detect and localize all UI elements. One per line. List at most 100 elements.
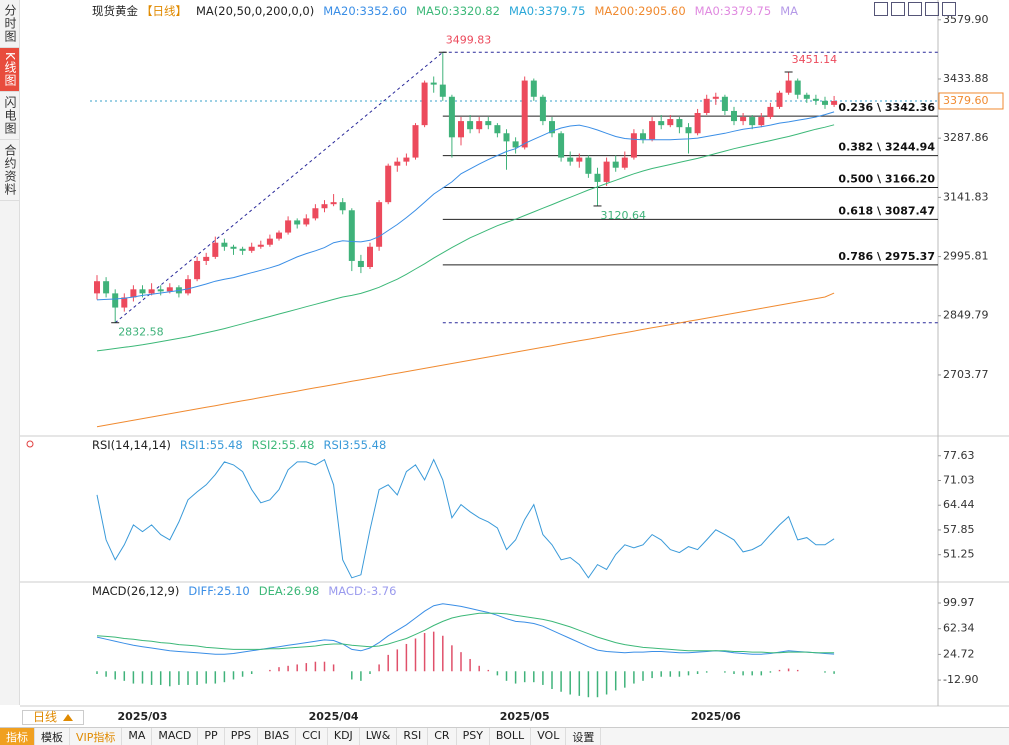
line-series	[96, 292, 835, 428]
fib-label: 0.786 \ 2975.37	[838, 250, 935, 263]
line-series	[96, 124, 835, 352]
candle-body	[230, 246, 237, 249]
toolbar-item[interactable]: VIP指标	[70, 728, 123, 745]
toolbar-item[interactable]: PP	[198, 728, 225, 745]
candle-body	[649, 121, 656, 140]
candle-body	[448, 96, 455, 138]
legend-entry: DIFF:25.10	[188, 584, 250, 598]
toolbar-item[interactable]: CCI	[296, 728, 328, 745]
candle-body	[357, 260, 364, 268]
icon[interactable]	[891, 2, 905, 16]
y-tick-label: 99.97	[943, 596, 975, 609]
toolbar-item[interactable]: PPS	[225, 728, 258, 745]
candle-body	[721, 96, 728, 111]
legend-entry: MA200:2905.60	[594, 4, 686, 18]
icon[interactable]	[942, 2, 956, 16]
extreme-label: 3120.64	[601, 209, 647, 222]
toolbar-item[interactable]: VOL	[531, 728, 567, 745]
toolbar-item[interactable]: RSI	[397, 728, 429, 745]
candle-body	[676, 119, 683, 128]
toolbar-icons	[874, 2, 956, 16]
legend-entry: MA	[780, 4, 798, 18]
sidebar-tab[interactable]: 分时图	[0, 0, 19, 48]
extreme-label: 2832.58	[118, 326, 164, 339]
toolbar-item[interactable]: 设置	[566, 728, 602, 745]
legend-title: MACD(26,12,9)	[92, 584, 180, 598]
candle-body	[758, 117, 765, 126]
sidebar-tab[interactable]: 合约资料	[0, 140, 19, 201]
candle-body	[767, 106, 774, 118]
candle-body	[740, 117, 747, 122]
toolbar-item[interactable]: PSY	[457, 728, 490, 745]
period-button[interactable]: 日线	[22, 710, 84, 725]
candle-body	[166, 287, 173, 292]
macd-legend: MACD(26,12,9) DIFF:25.10 DEA:26.98 MACD:-3.…	[92, 584, 396, 598]
candle-body	[394, 161, 401, 166]
icon[interactable]	[925, 2, 939, 16]
legend-entry: RSI1:55.48	[179, 438, 243, 452]
candle-body	[640, 133, 646, 140]
toolbar-item[interactable]: 指标	[0, 728, 35, 745]
candle-body	[576, 157, 583, 162]
legend-indicator: MA(20,50,0,200,0,0)	[196, 4, 315, 18]
x-tick-label: 2025/06	[691, 710, 741, 723]
legend-title: 现货黄金	[92, 4, 138, 18]
line-series	[96, 603, 835, 655]
candle-body	[585, 157, 592, 174]
y-tick-label: 3579.90	[943, 13, 989, 26]
candle-body	[749, 117, 756, 126]
candle-body	[421, 82, 428, 126]
candle-body	[512, 141, 519, 148]
legend-entry: MA0:3379.75	[694, 4, 772, 18]
y-tick-label: 3433.88	[943, 72, 989, 85]
toolbar-item[interactable]: 模板	[35, 728, 70, 745]
candle-body	[430, 82, 437, 85]
y-tick-label: 64.44	[943, 498, 975, 511]
fib-diagonal	[114, 51, 444, 324]
sidebar-tab[interactable]: 闪电图	[0, 92, 19, 140]
candle-body	[476, 121, 483, 130]
candle-body	[285, 220, 292, 233]
candle-body	[212, 242, 219, 257]
candle-body	[403, 157, 410, 162]
y-tick-label: 2849.79	[943, 309, 989, 322]
legend-period: 【日线】	[141, 4, 187, 18]
candle-body	[276, 232, 282, 239]
sidebar-tab[interactable]: K线图	[0, 48, 19, 92]
candle-body	[558, 133, 565, 158]
toolbar-item[interactable]: LW&	[360, 728, 398, 745]
candle-body	[376, 202, 383, 247]
candle-body	[248, 246, 255, 251]
toolbar-item[interactable]: MA	[122, 728, 153, 745]
sidebar: 分时图 K线图 闪电图 合约资料	[0, 0, 20, 705]
line-series	[96, 612, 835, 654]
candle-body	[148, 289, 155, 294]
toolbar-item[interactable]: KDJ	[328, 728, 360, 745]
icon[interactable]	[908, 2, 922, 16]
toolbar-item[interactable]: BIAS	[258, 728, 297, 745]
candle-body	[321, 204, 328, 209]
fib-label: 0.618 \ 3087.47	[838, 204, 935, 217]
toolbar-item[interactable]: CR	[428, 728, 457, 745]
candle-body	[503, 133, 510, 142]
fib-label: 0.382 \ 3244.94	[838, 141, 935, 154]
y-tick-label: 24.72	[943, 647, 975, 660]
legend-entry: RSI3:55.48	[323, 438, 387, 452]
y-tick-label: 2995.81	[943, 250, 989, 263]
panel-icon	[26, 440, 34, 448]
legend-entry: MA50:3320.82	[416, 4, 500, 18]
line-series	[96, 111, 835, 301]
icon[interactable]	[874, 2, 888, 16]
candle-body	[330, 202, 337, 205]
candle-body	[658, 121, 665, 126]
y-tick-label: -12.90	[943, 673, 978, 686]
legend-entry: MA20:3352.60	[323, 4, 408, 18]
candle-body	[712, 96, 719, 99]
y-tick-label: 51.25	[943, 548, 975, 561]
candle-body	[822, 100, 828, 105]
candle-body	[266, 238, 273, 245]
toolbar-item[interactable]: BOLL	[490, 728, 532, 745]
toolbar-item[interactable]: MACD	[152, 728, 199, 745]
